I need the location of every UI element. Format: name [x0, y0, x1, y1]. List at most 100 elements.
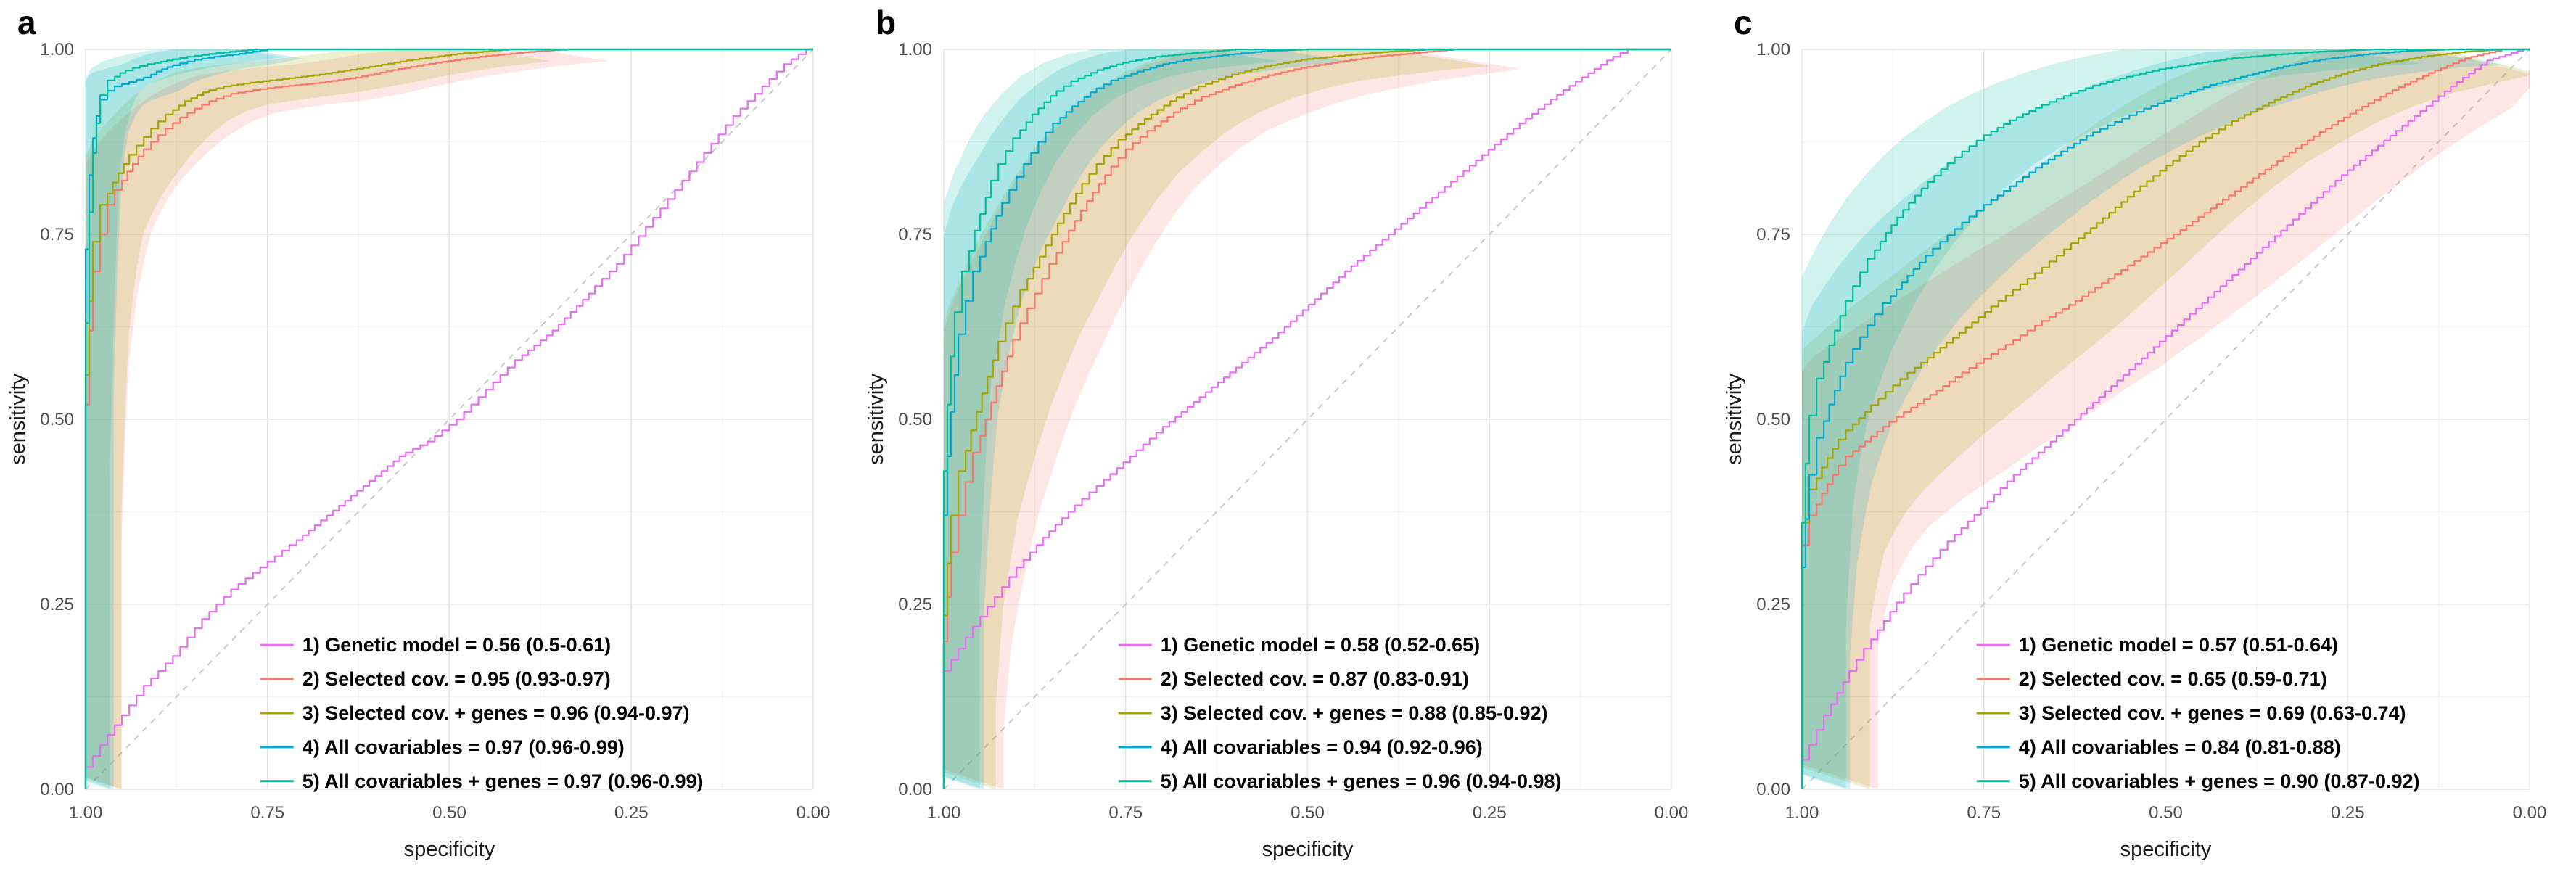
y-tick-label: 0.00 [40, 780, 74, 799]
y-tick-label: 0.25 [40, 595, 74, 614]
y-tick-label: 1.00 [898, 40, 932, 59]
y-tick-label: 1.00 [1756, 40, 1790, 59]
legend-label: 4) All covariables = 0.94 (0.92-0.96) [1161, 736, 1483, 758]
legend-item: 5) All covariables + genes = 0.90 (0.87-… [1976, 770, 2420, 792]
legend-item: 2) Selected cov. = 0.87 (0.83-0.91) [1118, 668, 1469, 690]
panel-letter-b: b [876, 4, 897, 41]
x-tick-label: 0.00 [797, 803, 831, 823]
y-tick-label: 0.25 [1756, 595, 1790, 614]
legend-label: 3) Selected cov. + genes = 0.96 (0.94-0.… [303, 702, 690, 724]
legend-label: 2) Selected cov. = 0.95 (0.93-0.97) [303, 668, 611, 690]
x-axis-title: specificity [1262, 838, 1354, 861]
y-tick-label: 0.75 [40, 225, 74, 244]
legend-label: 3) Selected cov. + genes = 0.88 (0.85-0.… [1161, 702, 1548, 724]
roc-curve-3 [1801, 48, 2530, 789]
roc-curve-5 [1801, 48, 2530, 789]
legend-item: 3) Selected cov. + genes = 0.88 (0.85-0.… [1118, 702, 1548, 724]
x-axis-title: specificity [404, 838, 495, 861]
y-tick-label: 0.50 [898, 410, 932, 429]
legend-label: 1) Genetic model = 0.58 (0.52-0.65) [1161, 634, 1480, 656]
ci-ribbon-2 [86, 49, 609, 789]
y-tick-label: 0.50 [40, 410, 74, 429]
axes: 1.00 0.75 0.50 0.25 0.00 0.00 0.25 0.50 0.75 1.00… [865, 40, 1688, 861]
y-tick-label: 1.00 [40, 40, 74, 59]
x-tick-label: 0.75 [1967, 803, 2001, 823]
y-tick-label: 0.75 [898, 225, 932, 244]
x-tick-label: 0.75 [1108, 803, 1143, 823]
roc-curve-1 [1801, 48, 2530, 789]
ci-ribbon-3 [1802, 49, 2530, 789]
x-tick-label: 1.00 [1785, 803, 1819, 823]
panel-c: c 1.00 0.75 0.50 0.25 0.00 0.00 0.25 0.50 0.75 1.… [1716, 0, 2575, 885]
x-tick-label: 0.75 [250, 803, 284, 823]
legend-label: 2) Selected cov. = 0.65 (0.59-0.71) [2019, 668, 2327, 690]
y-tick-label: 0.75 [1756, 225, 1790, 244]
x-tick-label: 0.25 [1473, 803, 1507, 823]
ci-ribbon-5 [1802, 49, 2421, 789]
legend-label: 4) All covariables = 0.97 (0.96-0.99) [303, 736, 625, 758]
grid [1801, 49, 2530, 790]
roc-chart-svg: 1.00 0.75 0.50 0.25 0.00 0.00 0.25 0.50 0.75 1.00… [7, 40, 830, 861]
panel-b: b 1.00 0.75 0.50 0.25 0.00 0.00 0.25 0.50 0.75 1.… [858, 0, 1716, 885]
legend-item: 1) Genetic model = 0.58 (0.52-0.65) [1118, 634, 1480, 656]
legend-item: 4) All covariables = 0.97 (0.96-0.99) [260, 736, 625, 758]
roc-plot-a: 1.00 0.75 0.50 0.25 0.00 0.00 0.25 0.50 0.75 1.00… [0, 0, 858, 885]
ci-ribbon-4 [86, 49, 303, 789]
y-tick-label: 0.25 [898, 595, 932, 614]
legend-item: 2) Selected cov. = 0.65 (0.59-0.71) [1976, 668, 2327, 690]
ci-ribbon-3 [86, 49, 551, 789]
axes: 1.00 0.75 0.50 0.25 0.00 0.00 0.25 0.50 0.75 1.00… [1723, 40, 2546, 861]
legend-label: 5) All covariables + genes = 0.90 (0.87-… [2019, 770, 2420, 792]
legend-item: 3) Selected cov. + genes = 0.69 (0.63-0.… [1976, 702, 2406, 724]
x-tick-label: 0.50 [1291, 803, 1325, 823]
panel-letter-a: a [17, 4, 36, 41]
x-tick-label: 1.00 [69, 803, 103, 823]
legend: 1) Genetic model = 0.58 (0.52-0.65) 2) Se… [1118, 634, 1562, 792]
ci-ribbon-2 [1802, 49, 2530, 789]
panel-a: a 1.00 0.75 0.50 0.25 0.00 0.00 0.25 0.50 0.75 1.… [0, 0, 858, 885]
legend: 1) Genetic model = 0.56 (0.5-0.61) 2) Sel… [260, 634, 704, 792]
y-tick-label: 0.50 [1756, 410, 1790, 429]
legend-label: 4) All covariables = 0.84 (0.81-0.88) [2019, 736, 2341, 758]
legend-label: 3) Selected cov. + genes = 0.69 (0.63-0.… [2019, 702, 2406, 724]
legend-item: 4) All covariables = 0.84 (0.81-0.88) [1976, 736, 2341, 758]
x-axis-title: specificity [2120, 838, 2212, 861]
y-axis-title: sensitivity [1723, 374, 1746, 465]
legend-item: 5) All covariables + genes = 0.96 (0.94-… [1118, 770, 1562, 792]
x-tick-label: 0.00 [2513, 803, 2547, 823]
legend-item: 3) Selected cov. + genes = 0.96 (0.94-0.… [260, 702, 690, 724]
x-tick-label: 0.25 [2331, 803, 2365, 823]
roc-chart-svg: 1.00 0.75 0.50 0.25 0.00 0.00 0.25 0.50 0.75 1.00… [1723, 40, 2546, 861]
roc-plot-b: 1.00 0.75 0.50 0.25 0.00 0.00 0.25 0.50 0.75 1.00… [858, 0, 1716, 885]
legend: 1) Genetic model = 0.57 (0.51-0.64) 2) Se… [1976, 634, 2420, 792]
roc-curve-5 [84, 48, 813, 789]
legend-label: 5) All covariables + genes = 0.96 (0.94-… [1161, 770, 1562, 792]
panel-letter-c: c [1734, 4, 1753, 41]
roc-plot-c: 1.00 0.75 0.50 0.25 0.00 0.00 0.25 0.50 0.75 1.00… [1716, 0, 2575, 885]
roc-chart-svg: 1.00 0.75 0.50 0.25 0.00 0.00 0.25 0.50 0.75 1.00… [865, 40, 1688, 861]
x-tick-label: 0.00 [1655, 803, 1689, 823]
roc-curve-2 [1801, 48, 2530, 789]
ci-ribbon-5 [944, 49, 1278, 789]
ci-ribbon-5 [86, 49, 284, 789]
ci-ribbon-4 [1802, 49, 2505, 789]
legend-item: 1) Genetic model = 0.56 (0.5-0.61) [260, 634, 611, 656]
y-tick-label: 0.00 [898, 780, 932, 799]
legend-item: 2) Selected cov. = 0.95 (0.93-0.97) [260, 668, 611, 690]
legend-item: 5) All covariables + genes = 0.97 (0.96-… [260, 770, 704, 792]
x-tick-label: 1.00 [927, 803, 961, 823]
axes: 1.00 0.75 0.50 0.25 0.00 0.00 0.25 0.50 0.75 1.00… [7, 40, 830, 861]
legend-label: 1) Genetic model = 0.56 (0.5-0.61) [303, 634, 611, 656]
roc-curve-1 [84, 48, 813, 789]
legend-label: 2) Selected cov. = 0.87 (0.83-0.91) [1161, 668, 1469, 690]
legend-label: 5) All covariables + genes = 0.97 (0.96-… [303, 770, 704, 792]
x-tick-label: 0.50 [432, 803, 466, 823]
roc-curve-4 [1801, 48, 2530, 789]
y-axis-title: sensitivity [7, 374, 30, 465]
y-axis-title: sensitivity [865, 374, 888, 465]
legend-item: 4) All covariables = 0.94 (0.92-0.96) [1118, 736, 1483, 758]
roc-curve-5 [942, 48, 1671, 789]
roc-curve-1 [942, 48, 1671, 789]
ci-ribbon-2 [944, 49, 1521, 789]
